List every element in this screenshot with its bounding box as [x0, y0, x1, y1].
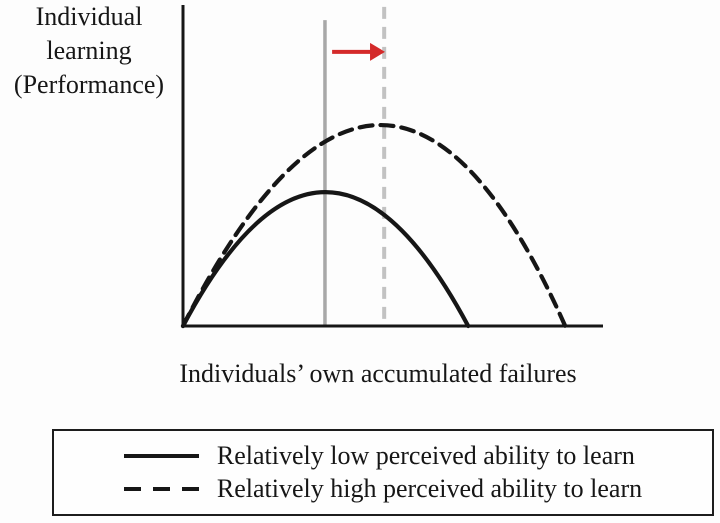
y-axis-title-line-3: (Performance): [13, 70, 165, 99]
curve-high-perceived-ability: [180, 123, 568, 329]
legend-item-high-ability: Relatively high perceived ability to lea…: [123, 473, 643, 505]
y-axis-title-line-1: Individual: [35, 2, 143, 31]
legend-rows: Relatively low perceived ability to lear…: [123, 440, 643, 505]
dashed-line-sample-icon: [123, 486, 199, 492]
curve-low-perceived-ability: [180, 190, 471, 329]
x-axis-title: Individuals’ own accumulated failures: [179, 359, 577, 388]
legend-label-low-ability: Relatively low perceived ability to lear…: [216, 441, 635, 470]
legend-label-high-ability: Relatively high perceived ability to lea…: [216, 474, 643, 503]
y-axis-title: Individual learning (Performance): [0, 0, 178, 102]
y-axis-title-line-2: learning: [46, 36, 132, 65]
legend-box: Relatively low perceived ability to lear…: [52, 429, 714, 516]
solid-line-sample-icon: [123, 453, 199, 459]
axes: [181, 5, 603, 328]
legend-item-low-ability: Relatively low perceived ability to lear…: [123, 440, 635, 472]
shift-arrow-head: [370, 42, 386, 61]
